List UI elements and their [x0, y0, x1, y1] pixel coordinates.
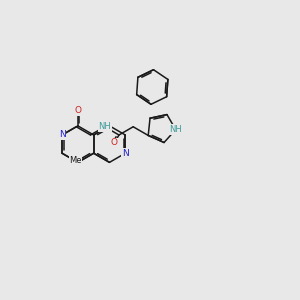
Text: O: O: [111, 138, 118, 147]
Text: O: O: [74, 106, 81, 116]
Text: NH: NH: [98, 122, 111, 131]
Text: Me: Me: [69, 157, 82, 166]
Text: N: N: [74, 158, 81, 167]
Text: NH: NH: [169, 125, 182, 134]
Text: N: N: [59, 130, 65, 140]
Text: N: N: [122, 149, 129, 158]
